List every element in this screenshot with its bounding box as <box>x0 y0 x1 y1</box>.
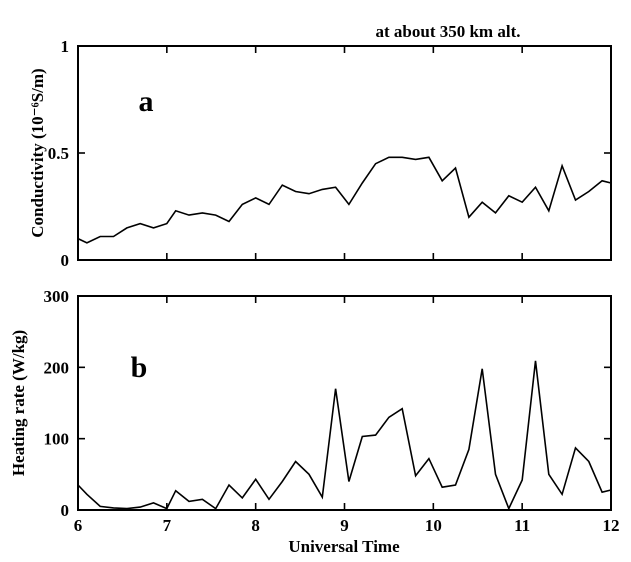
panel-a: a Conductivity (10⁻⁶S/m) 00.51 <box>28 37 612 270</box>
panel-a-series <box>77 156 612 244</box>
panel-b-y-axis-label: Heating rate (W/kg) <box>9 330 28 476</box>
panel-b-tick-labels: 6 7 8 9 10 11 12 0 100 200 300 <box>44 287 620 535</box>
panel-a-letter: a <box>139 85 154 118</box>
panel-a-y-axis-label: Conductivity (10⁻⁶S/m) <box>28 68 47 237</box>
panel-a-y-tick-label: 0 <box>61 251 70 270</box>
panel-b-y-tick-label: 300 <box>44 287 70 306</box>
panel-b-ticks <box>77 295 612 511</box>
panel-a-y-tick-label: 1 <box>61 37 70 56</box>
figure-title: at about 350 km alt. <box>376 22 521 41</box>
panel-a-y-tick-label: 0.5 <box>48 144 69 163</box>
panel-b-x-axis-label: Universal Time <box>288 537 400 556</box>
panel-b-letter: b <box>131 351 148 384</box>
panel-b-series <box>77 360 612 511</box>
panel-b-x-tick-label: 7 <box>163 516 172 535</box>
panel-a-tick-labels: 00.51 <box>48 37 69 270</box>
panel-b-x-tick-label: 6 <box>74 516 83 535</box>
panel-b-y-tick-label: 100 <box>44 430 70 449</box>
panel-b-y-tick-label: 0 <box>61 501 70 520</box>
panel-b-y-tick-label: 200 <box>44 358 70 377</box>
panel-b-series-line <box>77 360 612 511</box>
panel-b: b Heating rate (W/kg) Universal Time 6 7 8… <box>9 287 620 556</box>
panel-a-series-line <box>77 156 612 244</box>
panel-b-x-tick-label: 9 <box>340 516 349 535</box>
panel-a-axes-frame <box>77 45 612 261</box>
panel-b-x-tick-label: 12 <box>603 516 620 535</box>
panel-b-x-tick-label: 10 <box>425 516 442 535</box>
panel-b-x-tick-label: 8 <box>251 516 260 535</box>
panel-b-x-tick-label: 11 <box>514 516 530 535</box>
panel-a-ticks <box>77 45 612 261</box>
